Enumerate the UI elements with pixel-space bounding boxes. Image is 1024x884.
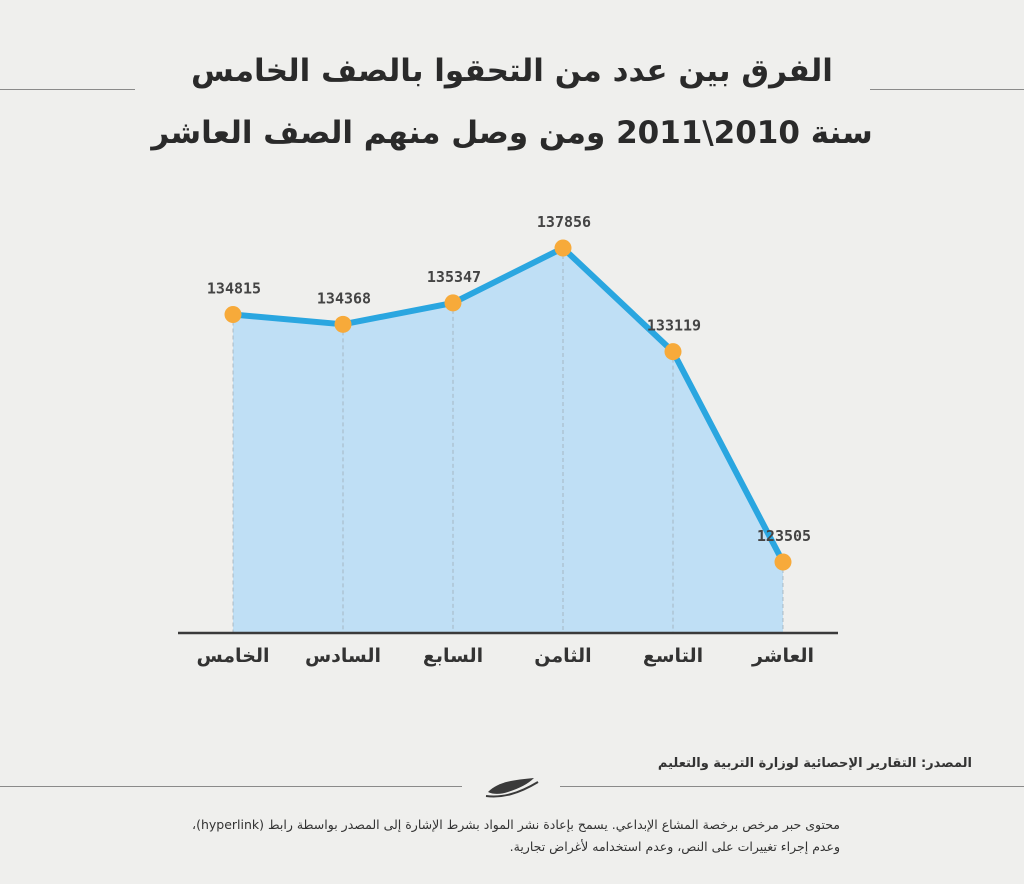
hibr-pen-logo-icon: [485, 778, 539, 798]
x-tick-label: التاسع: [643, 645, 703, 667]
chart-title: الفرق بين عدد من التحقوا بالصف الخامس سن…: [150, 40, 874, 164]
series-line: [230, 245, 786, 565]
data-label: 135347: [427, 268, 481, 286]
data-label: 123505: [757, 527, 811, 545]
data-point: [224, 306, 242, 324]
license-line-1: محتوى حبر مرخص برخصة المشاع الإبداعي. يس…: [192, 817, 840, 832]
license-text: محتوى حبر مرخص برخصة المشاع الإبداعي. يس…: [150, 814, 840, 858]
x-tick-label: السابع: [423, 645, 483, 667]
area-fill: [233, 248, 783, 632]
title-line-2: سنة 2010\2011 ومن وصل منهم الصف العاشر: [151, 115, 873, 151]
data-label: 134368: [317, 289, 371, 307]
data-point: [664, 343, 682, 361]
area-chart: 134815 134368 135347 137856 133119 123505 الخا…: [178, 213, 838, 667]
x-tick-label: السادس: [305, 645, 381, 667]
data-label: 133119: [647, 317, 701, 335]
data-label: 137856: [537, 213, 591, 231]
x-tick-label: الثامن: [534, 645, 591, 667]
title-rule-left: [0, 89, 135, 90]
data-label: 134815: [207, 280, 261, 298]
data-point: [444, 294, 462, 312]
footer-rule-left: [0, 786, 462, 787]
data-point: [554, 239, 572, 257]
x-tick-label: الخامس: [196, 645, 269, 667]
license-line-2: وعدم إجراء تغييرات على النص، وعدم استخدا…: [509, 839, 840, 854]
data-point: [774, 553, 792, 571]
footer-rule-right: [560, 786, 1024, 787]
data-point: [334, 315, 352, 333]
title-line-1: الفرق بين عدد من التحقوا بالصف الخامس: [191, 53, 833, 89]
x-tick-label: العاشر: [751, 645, 814, 667]
source-note: المصدر: التقارير الإحصائية لوزارة التربي…: [657, 756, 972, 771]
title-rule-right: [870, 89, 1024, 90]
